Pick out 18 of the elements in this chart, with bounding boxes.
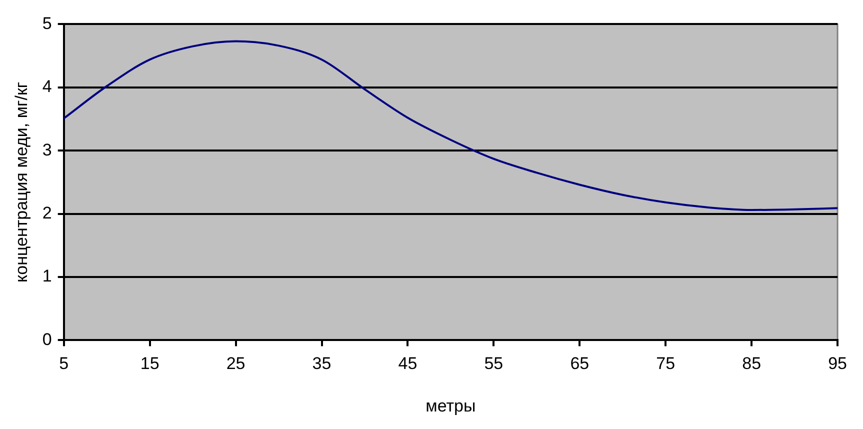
x-tick-label: 85: [742, 354, 762, 374]
x-tick-label: 65: [570, 354, 590, 374]
y-axis-title: концентрация меди, мг/кг: [12, 82, 31, 283]
y-tick-label: 1: [42, 266, 52, 286]
x-tick-label: 25: [226, 354, 246, 374]
x-tick-label: 15: [140, 354, 160, 374]
x-tick-label: 45: [398, 354, 418, 374]
y-tick-label: 3: [42, 140, 52, 160]
y-tick-label: 0: [42, 330, 52, 349]
x-axis-title: метры: [426, 396, 476, 416]
y-tick-label: 5: [42, 14, 52, 33]
x-tick-label: 35: [312, 354, 332, 374]
x-tick-label: 55: [484, 354, 504, 374]
y-tick-label: 2: [42, 203, 52, 222]
x-tick-label: 95: [828, 354, 848, 374]
y-tick-label: 4: [42, 77, 52, 96]
x-tick-label: 75: [656, 354, 676, 374]
x-tick-label: 5: [59, 354, 69, 374]
